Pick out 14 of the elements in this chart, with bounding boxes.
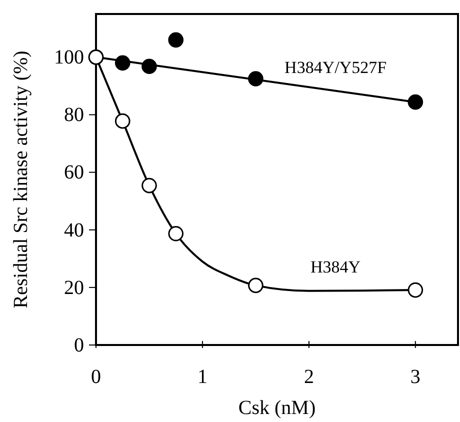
x-tick-label: 1 <box>197 366 208 388</box>
y-tick-label: 0 <box>74 334 84 356</box>
y-tick-label: 100 <box>54 46 84 69</box>
x-axis-title: Csk (nM) <box>238 397 316 419</box>
series-label: H384Y <box>310 258 361 277</box>
y-tick-label: 60 <box>64 162 84 184</box>
x-tick-label: 2 <box>304 366 314 388</box>
x-tick-label: 0 <box>91 366 101 388</box>
y-tick-label: 20 <box>64 276 84 299</box>
series-label: H384Y/Y527F <box>284 58 387 77</box>
x-tick-label: 3 <box>410 366 420 388</box>
y-tick-label: 80 <box>64 104 84 126</box>
y-axis-title: Residual Src kinase activity (%) <box>10 50 32 308</box>
y-tick-label: 40 <box>64 219 84 242</box>
